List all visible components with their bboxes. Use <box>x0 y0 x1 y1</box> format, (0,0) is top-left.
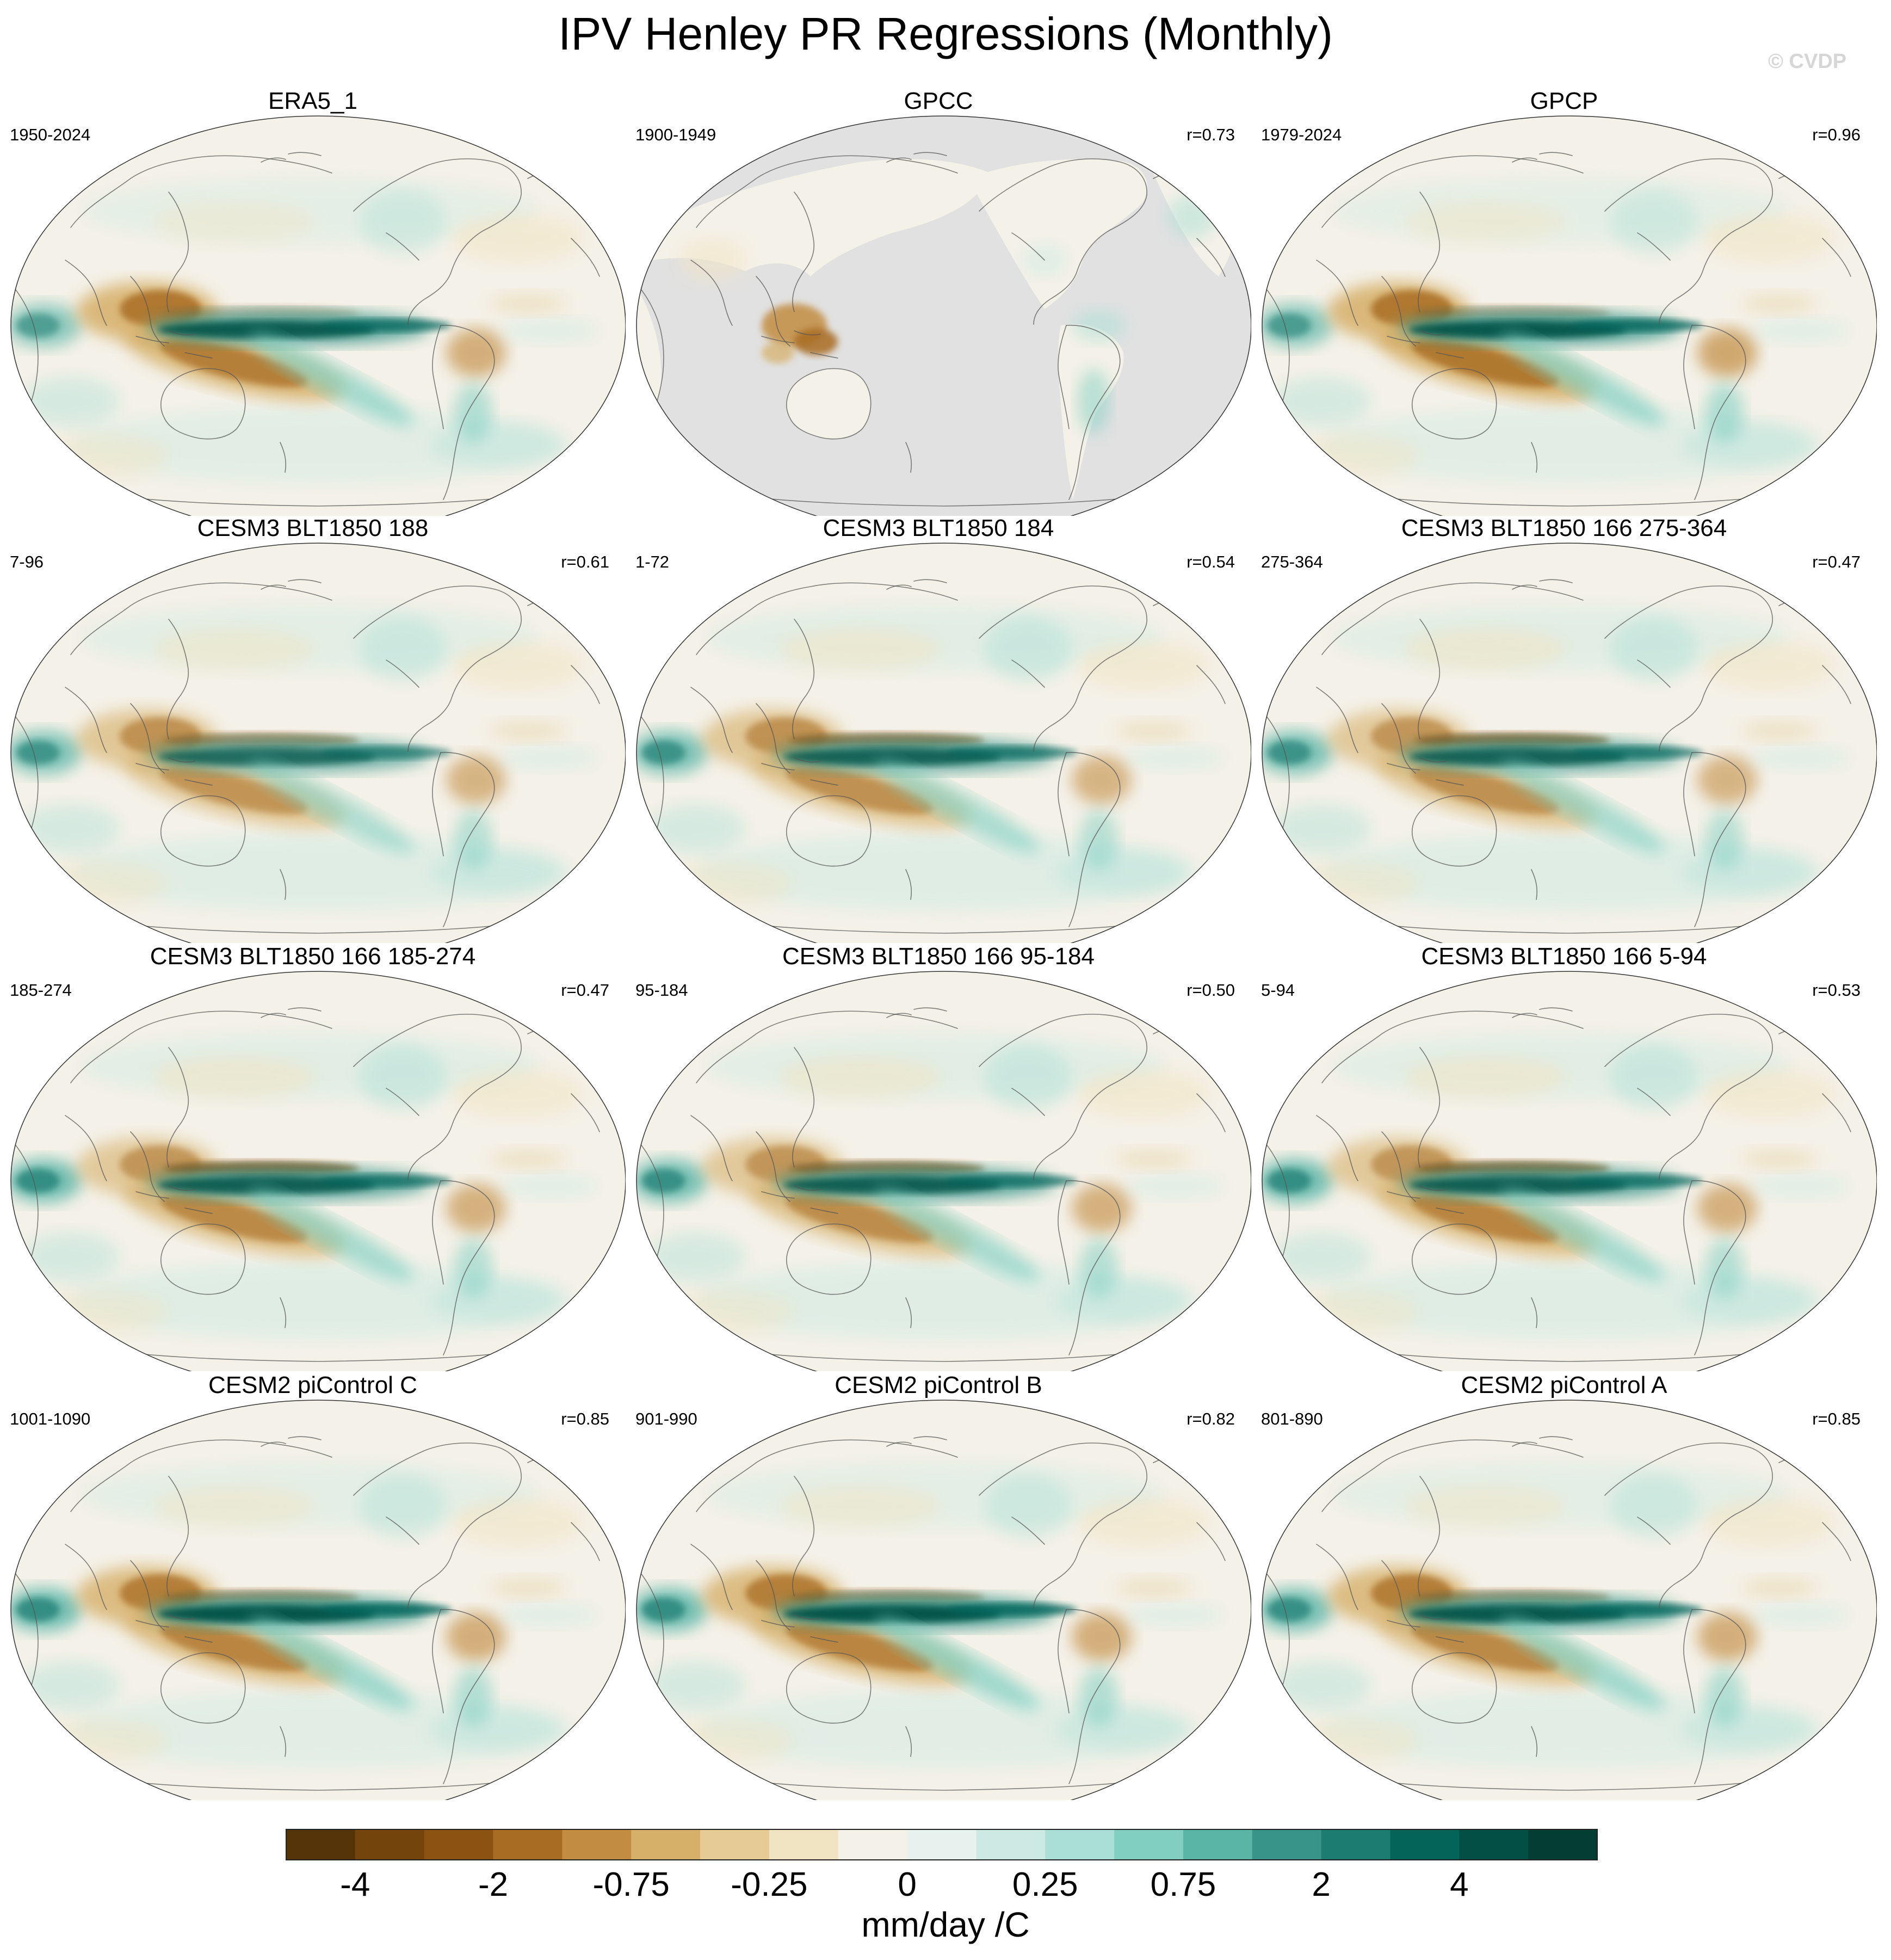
panel-period: 1900-1949 <box>635 125 716 144</box>
map-panel: CESM3 BLT1850 166 275-364 275-364 r=0.47 <box>1251 514 1877 943</box>
regression-map <box>636 543 1251 943</box>
colorbar-tick-label: -4 <box>340 1866 370 1903</box>
map-panel: CESM3 BLT1850 188 7-96 r=0.61 <box>0 514 626 943</box>
colorbar-swatch <box>355 1829 425 1860</box>
colorbar-swatch <box>1390 1829 1460 1860</box>
colorbar-tick-label: -2 <box>478 1866 508 1903</box>
colorbar-swatch <box>1459 1829 1529 1860</box>
colorbar-tick-label: -0.25 <box>731 1866 807 1903</box>
colorbar-tick-label: -0.75 <box>593 1866 670 1903</box>
colorbar-swatch <box>1252 1829 1322 1860</box>
colorbar-swatch <box>562 1829 632 1860</box>
regression-map <box>10 1400 626 1800</box>
colorbar-tick-label: 2 <box>1312 1866 1330 1903</box>
regression-map <box>10 543 626 943</box>
panel-title: CESM2 piControl B <box>835 1372 1042 1398</box>
regression-map <box>10 115 626 516</box>
map-panel: CESM3 BLT1850 184 1-72 r=0.54 <box>626 514 1251 943</box>
panel-period: 95-184 <box>635 981 688 1000</box>
panel-period: 801-890 <box>1261 1409 1323 1428</box>
panel-title: CESM3 BLT1850 166 5-94 <box>1421 943 1707 970</box>
colorbar-swatch <box>976 1829 1046 1860</box>
panel-title: CESM3 BLT1850 184 <box>823 515 1054 541</box>
panel-pattern-correlation: r=0.73 <box>1186 125 1235 144</box>
watermark: © CVDP <box>1768 50 1847 73</box>
panel-pattern-correlation: r=0.85 <box>561 1409 609 1428</box>
map-panel: GPCP 1979-2024 r=0.96 <box>1251 87 1877 516</box>
map-panel: CESM3 BLT1850 166 185-274 185-274 r=0.47 <box>0 942 626 1371</box>
panel-period: 1-72 <box>635 552 670 571</box>
colorbar-swatch <box>1321 1829 1391 1860</box>
colorbar-swatch <box>1183 1829 1253 1860</box>
map-panel: ERA5_1 1950-2024 <box>0 87 626 516</box>
regression-map <box>636 971 1251 1371</box>
panel-period: 1979-2024 <box>1261 125 1342 144</box>
colorbar-swatch <box>769 1829 839 1860</box>
panel-pattern-correlation: r=0.53 <box>1812 981 1861 1000</box>
panel-title: CESM3 BLT1850 188 <box>197 515 429 541</box>
colorbar-tick-label: 0 <box>898 1866 916 1903</box>
map-panel: CESM2 piControl B 901-990 r=0.82 <box>626 1371 1251 1800</box>
colorbar-tick-label: 0.75 <box>1151 1866 1216 1903</box>
colorbar-swatch <box>286 1829 356 1860</box>
panel-period: 5-94 <box>1261 981 1295 1000</box>
page-title: IPV Henley PR Regressions (Monthly) <box>558 8 1333 59</box>
panel-title: CESM3 BLT1850 166 275-364 <box>1401 515 1727 541</box>
map-panel: CESM3 BLT1850 166 95-184 95-184 r=0.50 <box>626 942 1251 1371</box>
colorbar-swatch <box>493 1829 563 1860</box>
regression-map <box>1262 115 1877 516</box>
colorbar-swatch <box>1114 1829 1184 1860</box>
colorbar-swatch <box>907 1829 977 1860</box>
panel-period: 275-364 <box>1261 552 1323 571</box>
regression-map <box>1262 1400 1877 1800</box>
map-panel: CESM2 piControl C 1001-1090 r=0.85 <box>0 1371 626 1800</box>
panel-period: 1950-2024 <box>10 125 91 144</box>
panel-period: 901-990 <box>635 1409 697 1428</box>
panel-title: CESM3 BLT1850 166 95-184 <box>782 943 1095 970</box>
panel-pattern-correlation: r=0.82 <box>1186 1409 1235 1428</box>
panel-title: ERA5_1 <box>268 88 357 114</box>
colorbar-swatch <box>838 1829 908 1860</box>
colorbar-tick-label: 4 <box>1450 1866 1468 1903</box>
map-panel: CESM2 piControl A 801-890 r=0.85 <box>1251 1371 1877 1800</box>
regression-map <box>636 115 1251 516</box>
map-panel: CESM3 BLT1850 166 5-94 5-94 r=0.53 <box>1251 942 1877 1371</box>
panel-pattern-correlation: r=0.47 <box>561 981 609 1000</box>
colorbar-swatch <box>1045 1829 1115 1860</box>
colorbar-swatch <box>424 1829 494 1860</box>
panel-period: 185-274 <box>10 981 72 1000</box>
regression-map <box>1262 543 1877 943</box>
regression-map <box>636 1400 1251 1800</box>
panel-title: CESM2 piControl C <box>208 1372 417 1398</box>
panel-pattern-correlation: r=0.47 <box>1812 552 1861 571</box>
panel-title: CESM3 BLT1850 166 185-274 <box>150 943 476 970</box>
regression-map <box>1262 971 1877 1371</box>
panel-pattern-correlation: r=0.61 <box>561 552 609 571</box>
colorbar-units-label: mm/day /C <box>861 1905 1030 1944</box>
panel-period: 1001-1090 <box>10 1409 91 1428</box>
panel-pattern-correlation: r=0.50 <box>1186 981 1235 1000</box>
colorbar-swatch <box>700 1829 770 1860</box>
panel-title: CESM2 piControl A <box>1461 1372 1667 1398</box>
panel-period: 7-96 <box>10 552 44 571</box>
panel-pattern-correlation: r=0.96 <box>1812 125 1861 144</box>
panel-title: GPCC <box>904 88 973 114</box>
colorbar-swatch <box>631 1829 701 1860</box>
map-panel: GPCC 1900-1949 r=0.73 <box>626 87 1251 516</box>
colorbar-swatch <box>1528 1829 1598 1860</box>
colorbar-tick-label: 0.25 <box>1012 1866 1078 1903</box>
panel-title: GPCP <box>1530 88 1598 114</box>
panel-pattern-correlation: r=0.85 <box>1812 1409 1861 1428</box>
panel-pattern-correlation: r=0.54 <box>1186 552 1235 571</box>
regression-map <box>10 971 626 1371</box>
